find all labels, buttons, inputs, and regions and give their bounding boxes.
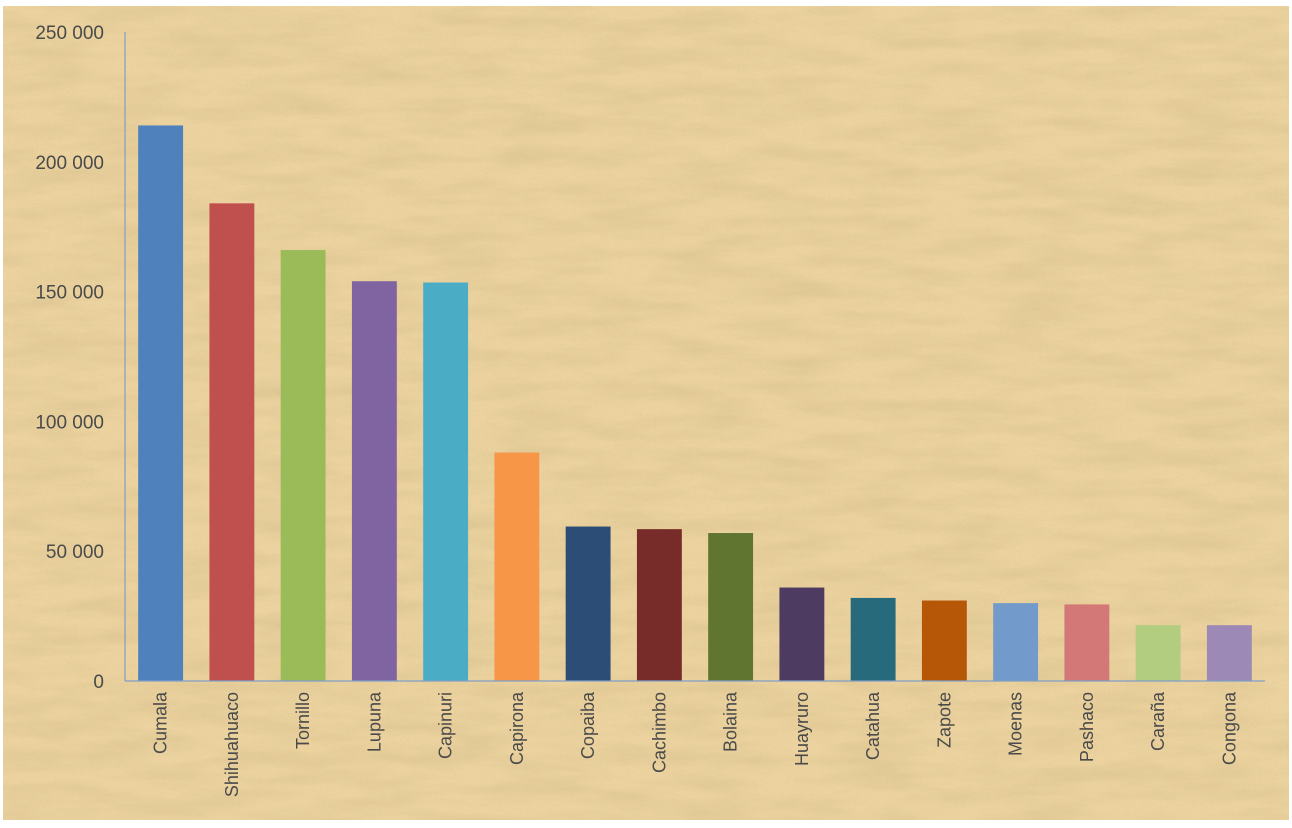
x-tick-label: Pashaco	[1077, 692, 1097, 762]
bar-copaiba	[565, 526, 611, 681]
x-tick-label: Cachimbo	[649, 692, 669, 773]
bar-shihuahuaco	[209, 203, 255, 681]
bar-tornillo	[280, 250, 326, 681]
x-tick-label: Catahua	[863, 691, 883, 760]
y-tick-label: 200 000	[35, 153, 104, 174]
x-tick-label: Zapote	[934, 692, 954, 748]
y-tick-label: 250 000	[35, 23, 104, 44]
chart-background	[3, 6, 1289, 820]
x-tick-label: Moenas	[1006, 692, 1026, 756]
x-tick-label: Carаña	[1148, 691, 1168, 751]
x-tick-label: Shihuahuaco	[222, 692, 242, 797]
bar-catahua	[850, 597, 896, 681]
bar-lupuna	[351, 281, 397, 681]
y-tick-label: 100 000	[35, 412, 104, 433]
bars	[138, 125, 1252, 681]
x-tick-label: Lupuna	[364, 691, 384, 752]
y-tick-label: 50 000	[46, 542, 104, 563]
bar-carаña	[1135, 625, 1181, 681]
x-tick-label: Bolaina	[721, 691, 741, 752]
bar-zapote	[921, 600, 967, 681]
bar-huayruro	[779, 587, 825, 681]
x-axis: Cumala Shihuahuaco Tornillo Lupuna Capinuri C…	[125, 680, 1265, 797]
y-tick-label: 150 000	[35, 283, 104, 304]
bar-pashaco	[1064, 604, 1110, 681]
bar-capirona	[494, 452, 540, 681]
x-tick-label: Cumala	[151, 691, 171, 754]
x-tick-label: Huayruro	[792, 692, 812, 766]
x-tick-label: Congona	[1219, 691, 1239, 765]
bar-congona	[1206, 625, 1252, 681]
x-tick-label: Tornillo	[293, 692, 313, 749]
bar-cachimbo	[636, 529, 682, 681]
bar-capinuri	[423, 282, 469, 681]
bar-cumala	[138, 125, 184, 681]
bar-moenas	[993, 603, 1039, 681]
x-tick-label: Capirona	[507, 691, 527, 765]
bar-bolaina	[708, 533, 754, 681]
y-tick-label: 0	[93, 672, 104, 693]
x-tick-label: Copaiba	[578, 691, 598, 759]
x-tick-label: Capinuri	[436, 692, 456, 759]
y-axis: 0 50 000 100 000 150 000 200 000 250 000	[35, 23, 126, 693]
